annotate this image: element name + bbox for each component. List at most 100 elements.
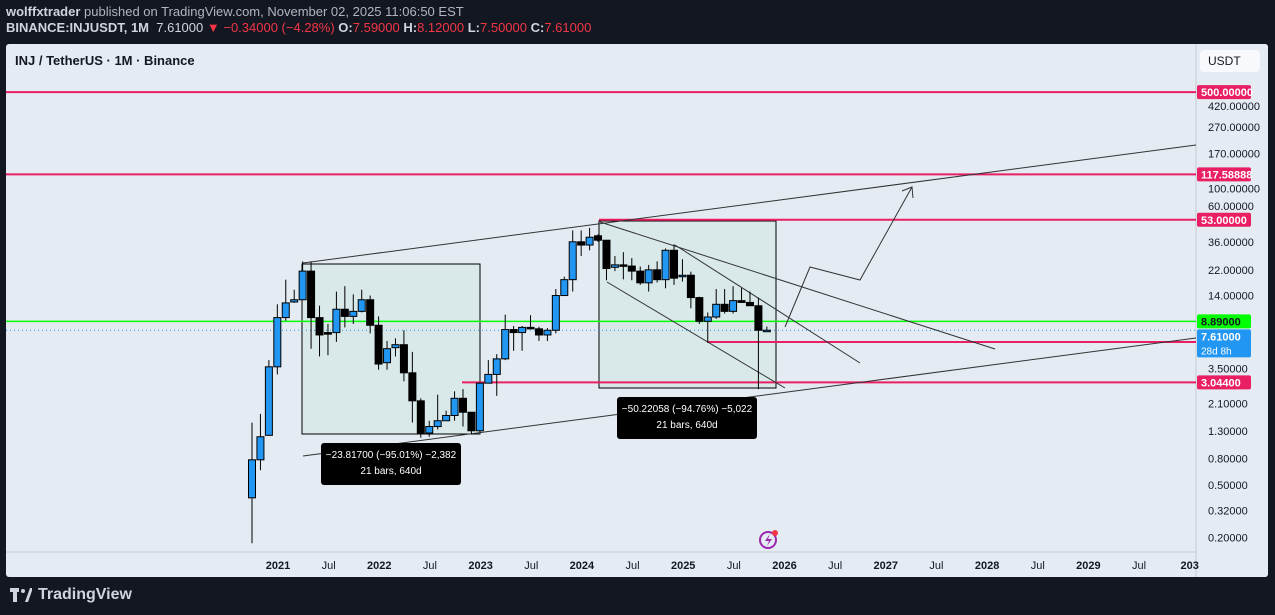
- measure-change: −23.81700 (−95.01%) −2,382: [325, 450, 457, 461]
- time-tick: 2021: [266, 560, 290, 572]
- icon-circle: [759, 531, 777, 549]
- price-tick: 22.00000: [1208, 265, 1254, 277]
- candle-2021-02: [281, 279, 290, 321]
- candle-body: [374, 324, 383, 365]
- level-price-label-text: 53.00000: [1201, 215, 1247, 227]
- low-value: 7.50000: [480, 20, 527, 35]
- price-tick: 2.10000: [1208, 398, 1248, 410]
- candle-body: [686, 274, 695, 299]
- candle-body: [264, 366, 273, 436]
- time-tick: 203: [1181, 560, 1199, 572]
- candle-body: [670, 249, 678, 279]
- time-tick: Jul: [1132, 560, 1146, 572]
- high-label: H:: [403, 20, 418, 35]
- last-price: 7.61000: [156, 20, 204, 35]
- candle-body: [290, 299, 299, 303]
- candle-body: [307, 270, 316, 319]
- trend-line: [599, 221, 996, 350]
- candle-2024-06: [619, 252, 628, 280]
- candle-body: [298, 270, 307, 301]
- candle-body: [551, 295, 560, 331]
- candle-2025-11: [762, 326, 771, 333]
- candle-2024-04: [602, 239, 611, 281]
- candle-body: [568, 241, 577, 281]
- price-chart[interactable]: 2021 Jul 2022 Jul 2023 Jul 2024 Jul 2025 Jul 2026 J…: [6, 44, 1268, 577]
- level-price-label: [1197, 85, 1251, 100]
- candle-2022-07: [425, 420, 434, 437]
- candle-body: [323, 332, 332, 335]
- arrow-head-icon: [901, 186, 914, 199]
- candle-body: [273, 317, 282, 368]
- candle-2024-03: [594, 234, 603, 242]
- candle-body: [442, 414, 451, 422]
- candle-body: [585, 236, 594, 246]
- candle-2024-09: [644, 264, 653, 292]
- chart-pane[interactable]: 2021 Jul 2022 Jul 2023 Jul 2024 Jul 2025 Jul 2026 J…: [6, 44, 1268, 577]
- notification-dot: [772, 530, 778, 536]
- candle-body: [467, 411, 476, 432]
- candle-body: [349, 310, 358, 317]
- candle-2023-04: [501, 314, 510, 361]
- publish-header: wolffxtrader published on TradingView.co…: [6, 4, 591, 36]
- candle-2025-01: [678, 259, 687, 282]
- candle-body: [762, 329, 771, 333]
- candle-2025-08: [737, 287, 746, 303]
- candle-2023-12: [568, 230, 577, 292]
- publish-info: published on TradingView.com, November 0…: [84, 4, 464, 19]
- time-tick: 2028: [975, 560, 999, 572]
- candle-2025-06: [720, 289, 729, 314]
- candle-2025-05: [712, 289, 721, 319]
- candle-body: [399, 344, 408, 374]
- close-value: 7.61000: [544, 20, 592, 35]
- time-tick: 2025: [671, 560, 695, 572]
- candle-body: [475, 382, 484, 432]
- candle-2025-10: [754, 297, 763, 390]
- candle-2021-04: [298, 261, 307, 301]
- author[interactable]: wolffxtrader: [6, 4, 81, 19]
- candle-2024-07: [627, 258, 636, 281]
- candle-2024-01: [577, 230, 586, 257]
- candle-2021-01: [273, 304, 282, 375]
- candle-2023-09: [543, 328, 552, 341]
- level-price-label-text: 3.04400: [1201, 377, 1241, 389]
- candle-body: [501, 329, 510, 360]
- candle-body: [391, 344, 400, 349]
- trend-line: [674, 244, 861, 364]
- green-price-label: [1197, 314, 1251, 329]
- candle-body: [678, 274, 687, 278]
- candle-body: [720, 303, 729, 312]
- candle-body: [315, 317, 324, 336]
- candle-body: [366, 299, 375, 326]
- tv-logo-icon: [10, 588, 32, 602]
- currency-button[interactable]: USDT: [1200, 50, 1260, 72]
- candle-2023-03: [492, 354, 501, 396]
- price-tick: 420.00000: [1208, 101, 1260, 113]
- candle-body: [492, 358, 501, 375]
- candle-2021-10: [349, 294, 358, 324]
- candle-body: [518, 326, 527, 334]
- time-tick: 2027: [874, 560, 898, 572]
- trend-line: [302, 144, 1197, 264]
- trend-line: [606, 281, 786, 389]
- measure-label-2: −50.22058 (−94.76%) −5,022 21 bars, 640d: [617, 397, 757, 439]
- candle-2020-11: [256, 413, 265, 471]
- price-tick: 14.00000: [1208, 291, 1254, 303]
- candle-body: [703, 316, 712, 322]
- candle-2025-03: [695, 296, 704, 324]
- candle-2021-06: [315, 305, 324, 357]
- candle-2023-07: [526, 315, 535, 330]
- time-tick: Jul: [322, 560, 336, 572]
- candle-2023-01: [475, 382, 484, 433]
- tradingview-logo[interactable]: TradingView: [10, 586, 132, 604]
- candle-body: [256, 436, 265, 461]
- time-tick: 2024: [570, 560, 595, 572]
- candle-2022-09: [442, 410, 451, 422]
- candle-2022-06: [416, 398, 425, 438]
- close-label: C:: [530, 20, 545, 35]
- chart-title: INJ / TetherUS · 1M · Binance: [15, 53, 195, 68]
- level-price-label: [1197, 167, 1251, 182]
- candle-2022-11: [459, 389, 467, 427]
- candle-2022-02: [383, 340, 392, 370]
- candle-body: [602, 239, 611, 270]
- time-tick: 2026: [772, 560, 796, 572]
